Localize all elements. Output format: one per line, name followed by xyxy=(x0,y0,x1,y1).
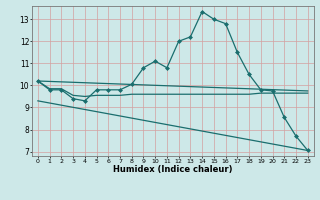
X-axis label: Humidex (Indice chaleur): Humidex (Indice chaleur) xyxy=(113,165,233,174)
